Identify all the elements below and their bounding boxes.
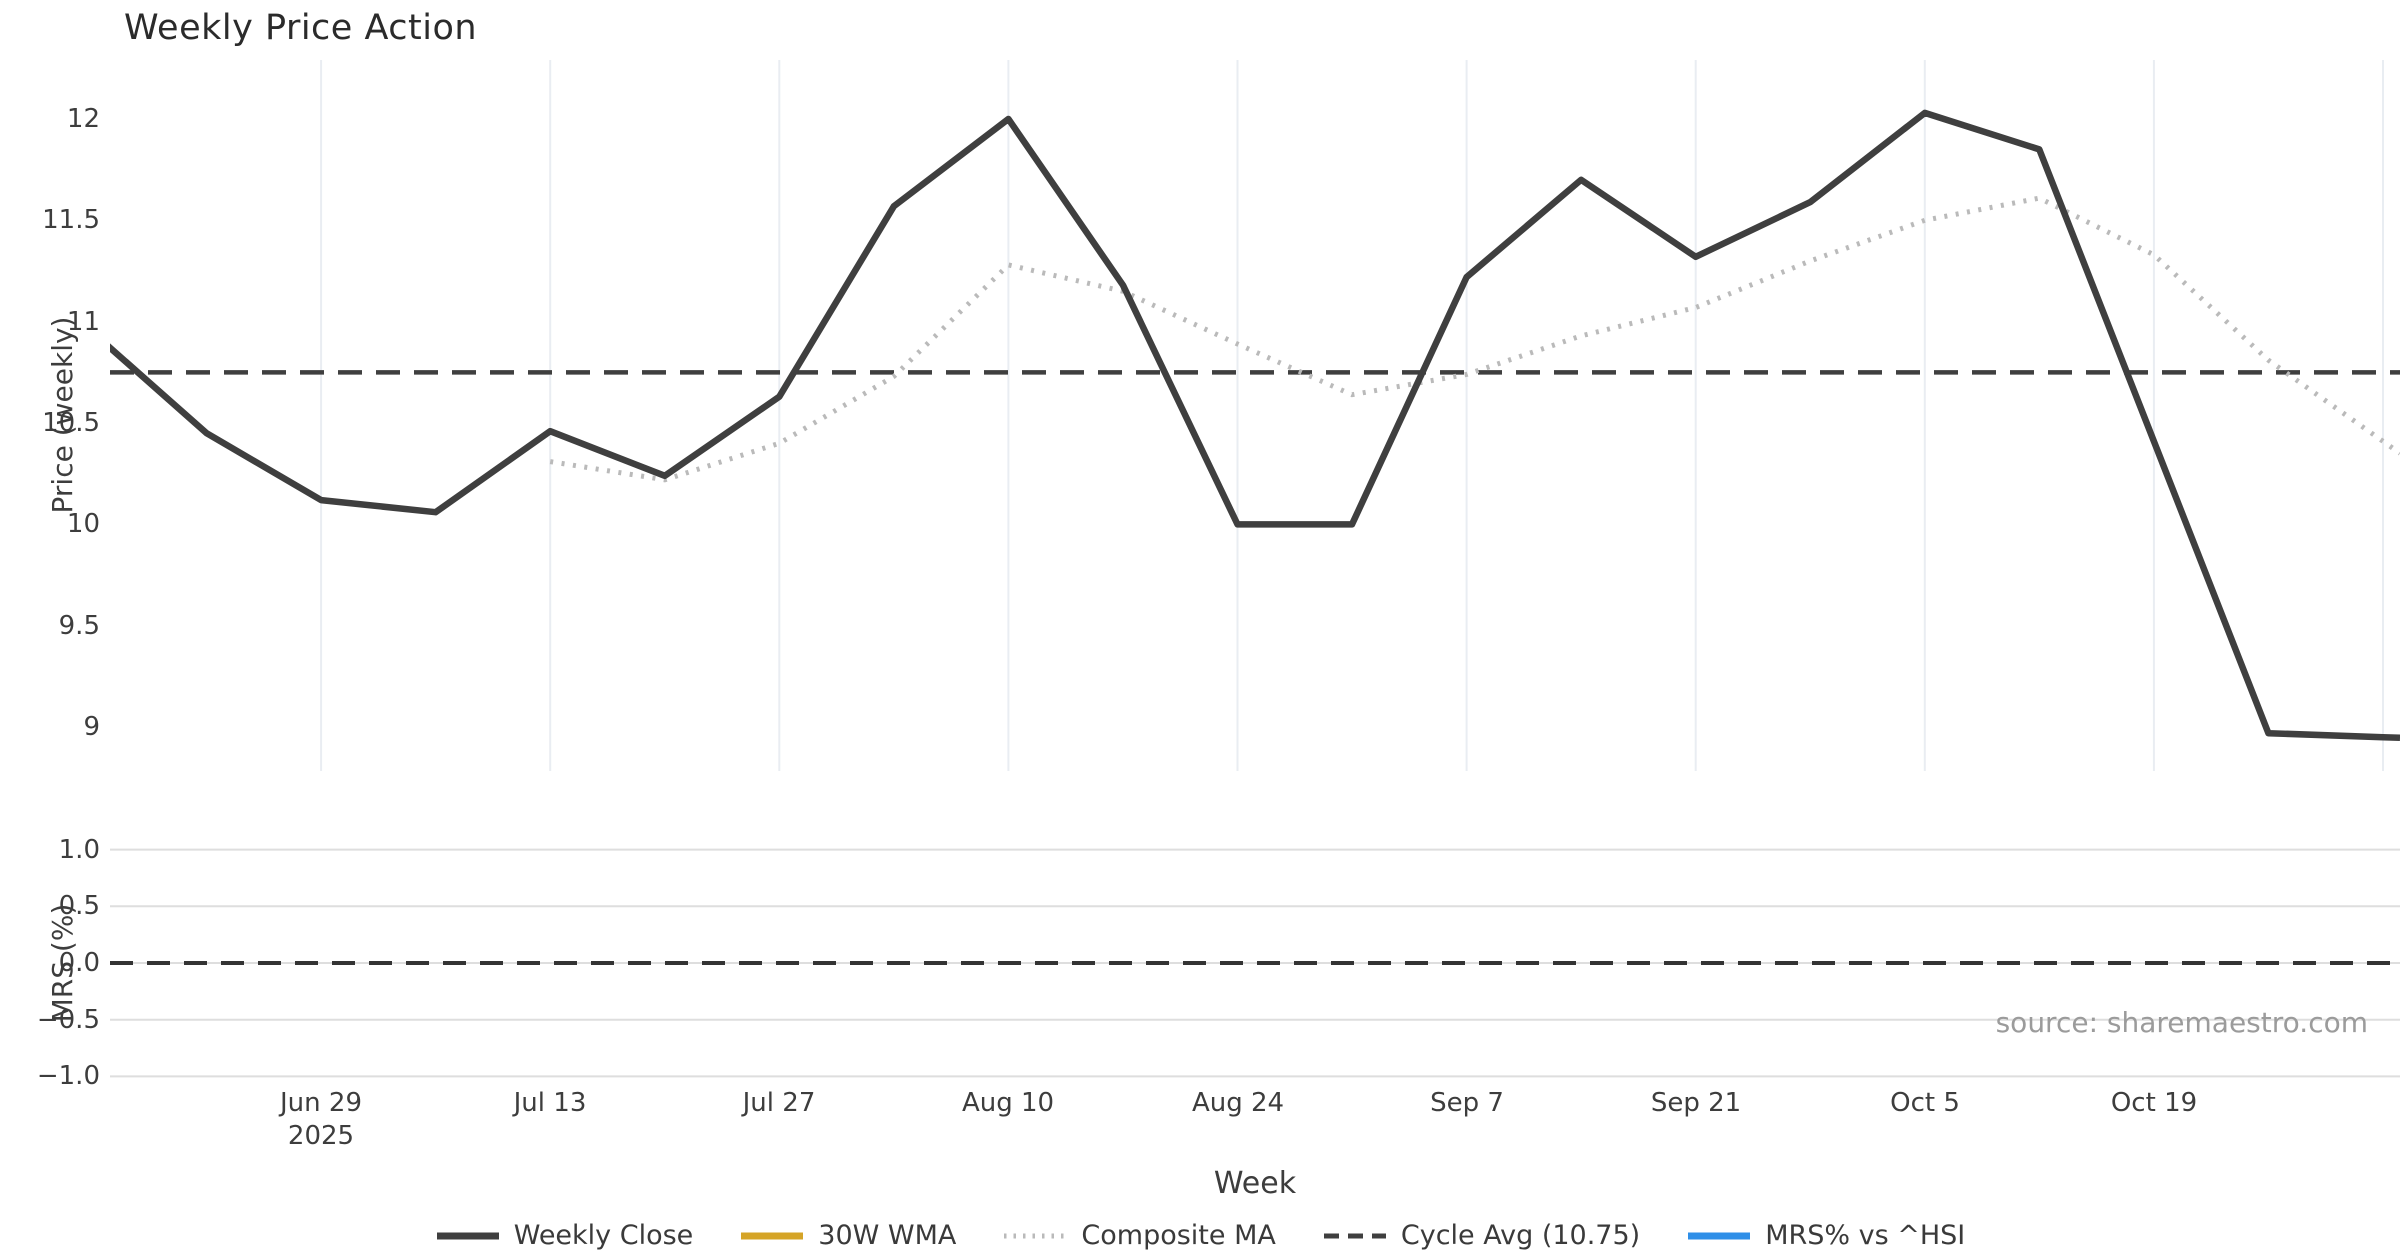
- ytick-label: 0.0: [58, 948, 100, 978]
- xtick-label: Oct 19: [2110, 1088, 2198, 1118]
- ytick-label: 9.5: [58, 611, 100, 641]
- legend-item-composite-ma: Composite MA: [1002, 1220, 1276, 1251]
- xtick-label: Aug 10: [961, 1088, 1055, 1118]
- legend-label: MRS% vs ^HSI: [1765, 1220, 1966, 1251]
- legend-item-weekly-close: Weekly Close: [435, 1220, 694, 1251]
- xtick-label: Sep 7: [1430, 1088, 1504, 1118]
- ytick-label: −1.0: [36, 1061, 100, 1091]
- xtick-label: Jun 29: [280, 1088, 362, 1118]
- chart-title: Weekly Price Action: [124, 8, 478, 48]
- legend-swatch-cycle-avg-10-75: [1323, 1233, 1386, 1238]
- legend-label: 30W WMA: [818, 1220, 957, 1251]
- legend-swatch-composite-ma: [1004, 1233, 1067, 1238]
- legend-swatch-30w-wma: [741, 1232, 804, 1239]
- weekly-close-line: [110, 109, 2400, 742]
- legend: Weekly Close 30W WMA Composite MA Cycle Avg…: [0, 1220, 2400, 1251]
- ytick-label: 12: [66, 104, 100, 134]
- xtick-label: Jul 13: [513, 1088, 587, 1118]
- composite-ma-line: [549, 195, 2400, 483]
- x-axis-label: Week: [1213, 1166, 1297, 1201]
- xtick-sublabel: 2025: [287, 1121, 355, 1151]
- legend-label: Composite MA: [1081, 1220, 1276, 1251]
- legend-label: Cycle Avg (10.75): [1400, 1220, 1641, 1251]
- legend-label: Weekly Close: [513, 1220, 694, 1251]
- xtick-label: Sep 21: [1650, 1088, 1742, 1118]
- legend-swatch-weekly-close: [436, 1232, 499, 1239]
- ytick-label: −0.5: [36, 1005, 100, 1035]
- ytick-label: 11: [66, 307, 100, 337]
- ytick-label: 11.5: [42, 205, 100, 235]
- legend-item-30w-wma: 30W WMA: [739, 1220, 956, 1251]
- xtick-label: Jul 27: [742, 1088, 816, 1118]
- source-credit: source: sharemaestro.com: [1995, 1006, 2368, 1039]
- xtick-label: Aug 24: [1191, 1088, 1285, 1118]
- ytick-label: 10: [66, 509, 100, 539]
- ytick-label: 0.5: [58, 891, 100, 921]
- legend-swatch-mrs-vs-hsi: [1688, 1232, 1751, 1239]
- ytick-label: 1.0: [58, 835, 100, 865]
- ytick-label: 10.5: [42, 408, 100, 438]
- ytick-label: 9: [83, 712, 100, 742]
- xtick-label: Oct 5: [1890, 1088, 1960, 1118]
- legend-item-mrs-vs-hsi: MRS% vs ^HSI: [1686, 1220, 1965, 1251]
- legend-item-cycle-avg-10-75: Cycle Avg (10.75): [1322, 1220, 1640, 1251]
